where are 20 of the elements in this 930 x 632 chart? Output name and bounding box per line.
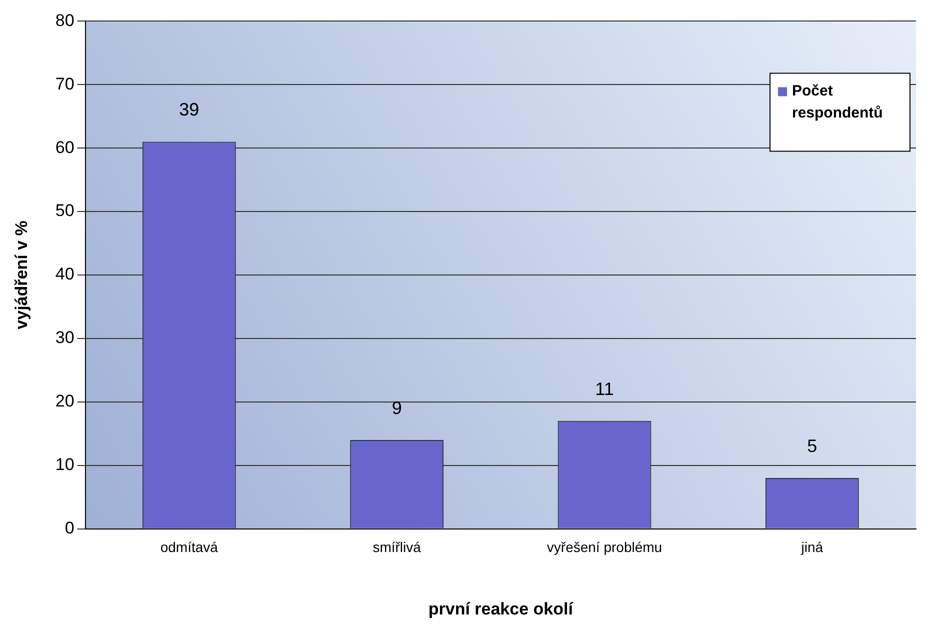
y-tick-label: 80 (55, 10, 74, 30)
y-tick-label: 20 (55, 392, 74, 411)
y-tick-label: 0 (64, 518, 74, 538)
y-tick-label: 60 (55, 138, 74, 157)
y-tick-label: 30 (55, 328, 74, 348)
legend-label: Počet respondentů (792, 82, 883, 122)
annotation: 11 (595, 378, 614, 399)
x-tick-label: vyřešení problému (546, 539, 662, 556)
annotation: 5 (807, 436, 818, 456)
x-tick-label: odmítavá (160, 539, 218, 556)
y-tick-label: 50 (55, 201, 74, 220)
annotation: 39 (179, 100, 200, 120)
x-tick-label: jiná (800, 539, 824, 556)
y-tick-label: 10 (55, 455, 74, 474)
y-tick-label: 40 (55, 264, 74, 284)
x-axis-title: první reakce okolí (428, 599, 574, 618)
annotation: 9 (392, 398, 402, 418)
y-axis-title: vyjádření v % (12, 220, 31, 330)
y-tick-label: 70 (55, 74, 74, 94)
x-tick-label: smířlivá (372, 539, 422, 556)
